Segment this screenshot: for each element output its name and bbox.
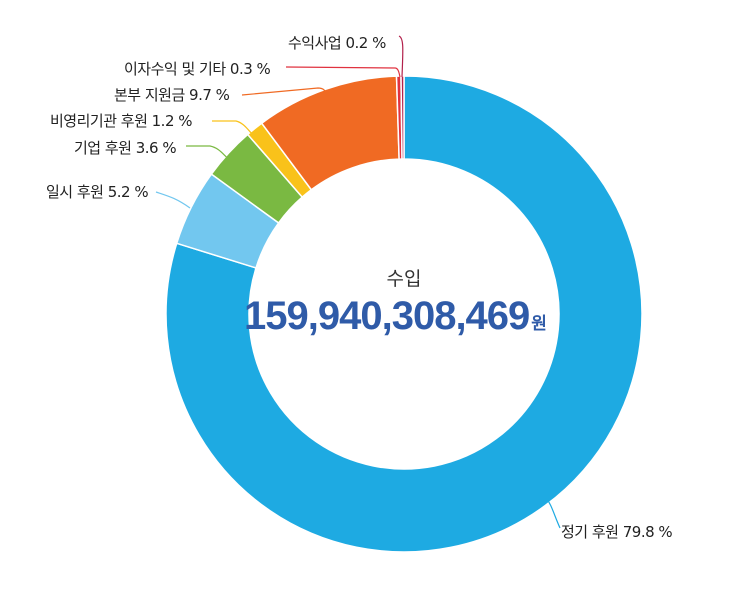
label-nonprofit-donation: 비영리기관 후원 1.2 % bbox=[50, 112, 193, 130]
label-regular-donation: 정기 후원 79.8 % bbox=[561, 523, 673, 541]
total-amount: 159,940,308,469 bbox=[244, 294, 530, 338]
label-interest-other: 이자수익 및 기타 0.3 % bbox=[124, 60, 271, 78]
total-unit: 원 bbox=[531, 314, 547, 333]
slice-0 bbox=[165, 75, 643, 553]
chart-center-title: 수입 bbox=[386, 268, 422, 290]
leader-line-6 bbox=[398, 35, 404, 78]
label-one-time-donation: 일시 후원 5.2 % bbox=[46, 183, 149, 201]
leader-line-5 bbox=[285, 66, 401, 78]
label-business-income: 수익사업 0.2 % bbox=[288, 34, 386, 52]
label-corporate-donation: 기업 후원 3.6 % bbox=[74, 139, 177, 157]
leader-line-1 bbox=[155, 191, 191, 209]
leader-line-4 bbox=[241, 87, 329, 97]
leader-line-0 bbox=[544, 495, 561, 529]
chart-total-value: 159,940,308,469 원 bbox=[244, 294, 547, 339]
slice-6 bbox=[400, 75, 405, 160]
leader-line-2 bbox=[186, 145, 231, 161]
label-hq-support: 본부 지원금 9.7 % bbox=[114, 86, 230, 104]
leader-line-3 bbox=[212, 120, 255, 137]
